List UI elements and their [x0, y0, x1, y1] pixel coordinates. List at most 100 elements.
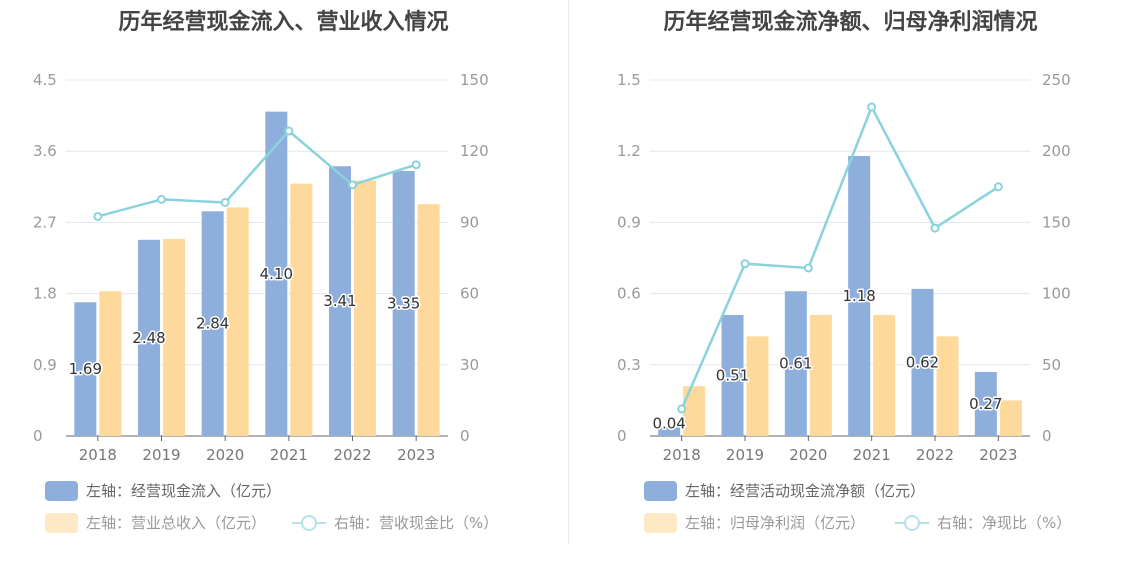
legend-swatch-yellow [45, 512, 78, 533]
line-point [284, 126, 294, 136]
y-left-tick-label: 0.3 [617, 356, 641, 374]
bar-primary [201, 211, 224, 436]
y-right-tick-label: 250 [1042, 71, 1071, 89]
y-left-tick-label: 1.2 [617, 142, 641, 160]
bar-primary [784, 291, 807, 436]
y-left-tick-label: 1.5 [617, 71, 641, 89]
bar-primary [848, 155, 871, 437]
line-point [930, 223, 940, 233]
legend-label: 左轴：营业总收入（亿元） [86, 514, 267, 532]
line-point [803, 263, 813, 273]
x-tick-label: 2022 [333, 446, 371, 464]
line-point [867, 102, 877, 112]
bar-primary [138, 239, 160, 436]
bar-primary [329, 166, 351, 436]
line-series-path [680, 104, 1000, 410]
y-left-tick-label: 0.9 [617, 213, 641, 231]
y-right-tick-label: 150 [460, 71, 489, 89]
legend-item-right-bar2[interactable]: 左轴：归母净利润（亿元） [644, 512, 865, 533]
y-right-tick-label: 150 [1042, 213, 1071, 231]
y-right-tick-label: 0 [460, 427, 470, 445]
bar-primary [658, 426, 681, 436]
bar-data-label: 1.18 [842, 287, 875, 305]
y-left-tick-label: 1.8 [33, 285, 57, 303]
x-tick-label: 2019 [726, 446, 764, 464]
panel-divider [568, 0, 569, 545]
y-right-tick-label: 50 [1042, 356, 1061, 374]
y-right-tick-label: 100 [1042, 285, 1071, 303]
bar-secondary [999, 400, 1022, 436]
y-left-tick-label: 0.6 [617, 285, 641, 303]
x-tick-label: 2020 [206, 446, 244, 464]
bar-data-label: 0.27 [969, 395, 1002, 413]
y-left-tick-label: 0.9 [33, 356, 57, 374]
bar-data-label: 3.41 [323, 292, 356, 310]
legend-item-right-bar1[interactable]: 左轴：经营活动现金流净额（亿元） [644, 480, 925, 501]
y-right-tick-label: 200 [1042, 142, 1071, 160]
bar-secondary [417, 204, 440, 436]
bar-primary [392, 170, 415, 436]
bar-data-label: 4.10 [260, 265, 293, 283]
legend-item-right-line[interactable]: 右轴：净现比（%） [895, 512, 1071, 533]
line-point [157, 194, 166, 204]
y-left-tick-label: 4.5 [33, 71, 57, 89]
bar-secondary [163, 239, 185, 436]
x-tick-label: 2022 [916, 446, 954, 464]
legend-label: 右轴：营收现金比（%） [334, 514, 499, 532]
legend-swatch-blue [45, 480, 78, 501]
bar-secondary [873, 314, 896, 436]
y-right-tick-label: 30 [460, 356, 479, 374]
legend-label: 右轴：净现比（%） [937, 514, 1072, 532]
bar-primary [974, 371, 997, 436]
bar-primary [74, 302, 97, 436]
chart-panel-right: 历年经营现金流净额、归母净利润情况 0 0 0.3 50 0.6 100 0.9 150 1.2… [567, 0, 1134, 582]
line-point [220, 197, 230, 207]
legend-line-marker-icon [895, 513, 929, 533]
line-point [677, 404, 687, 414]
chart-right-group: 0 0 0.3 50 0.6 100 0.9 150 1.2 200 1.5 250 2018 2019 2… [617, 71, 1071, 464]
chart-title-left: 历年经营现金流入、营业收入情况 [118, 10, 449, 35]
bar-secondary [809, 314, 832, 436]
bar-data-label: 0.51 [716, 366, 749, 384]
y-left-tick-label: 0 [33, 427, 43, 445]
legend-item-left-bar1[interactable]: 左轴：经营现金流入（亿元） [45, 480, 281, 501]
bar-data-label: 0.61 [779, 355, 812, 373]
bar-primary [265, 111, 288, 437]
bar-primary [911, 288, 934, 436]
y-left-tick-label: 2.7 [33, 213, 57, 231]
x-tick-label: 2023 [979, 446, 1017, 464]
x-tick-label: 2019 [142, 446, 180, 464]
bar-secondary [683, 386, 706, 436]
y-right-tick-label: 90 [460, 213, 479, 231]
chart-left: 0 0 0.9 30 1.8 60 2.7 90 3.6 120 4.5 150 2018 2019 202… [33, 71, 489, 464]
legend-item-left-bar2[interactable]: 左轴：营业总收入（亿元） [45, 512, 266, 533]
x-tick-label: 2020 [789, 446, 827, 464]
chart-right: 0 0 0.3 50 0.6 100 0.9 150 1.2 200 1.5 250 2018 2019 2… [617, 71, 1071, 464]
bar-secondary [226, 207, 249, 436]
x-tick-label: 2018 [663, 446, 701, 464]
y-left-tick-label: 3.6 [33, 142, 57, 160]
bar-data-label: 3.35 [387, 294, 420, 312]
chart-title-right: 历年经营现金流净额、归母净利润情况 [663, 10, 1038, 35]
bar-secondary [354, 180, 376, 436]
legend-item-left-line[interactable]: 右轴：营收现金比（%） [292, 512, 498, 533]
y-right-tick-label: 120 [460, 142, 489, 160]
bar-data-label: 0.04 [652, 414, 685, 432]
line-point [993, 182, 1003, 192]
line-point [93, 211, 103, 221]
legend-label: 左轴：经营现金流入（亿元） [86, 482, 282, 500]
line-point [348, 180, 357, 190]
legend-label: 左轴：经营活动现金流净额（亿元） [685, 482, 926, 500]
line-series-path [97, 129, 417, 218]
legend-swatch-blue [644, 480, 677, 501]
bar-primary [721, 314, 744, 436]
bar-data-label: 0.62 [906, 353, 939, 371]
line-point [740, 259, 750, 269]
legend-line-marker-icon [292, 513, 326, 533]
bar-secondary [290, 183, 313, 436]
chart-panel-left: 历年经营现金流入、营业收入情况 0 0 0.9 30 1.8 60 2.7 90 3.6 120 4… [33, 10, 498, 533]
x-tick-label: 2021 [270, 446, 308, 464]
bar-secondary [99, 291, 122, 436]
y-right-tick-label: 60 [460, 285, 479, 303]
legend-label: 左轴：归母净利润（亿元） [685, 514, 866, 532]
